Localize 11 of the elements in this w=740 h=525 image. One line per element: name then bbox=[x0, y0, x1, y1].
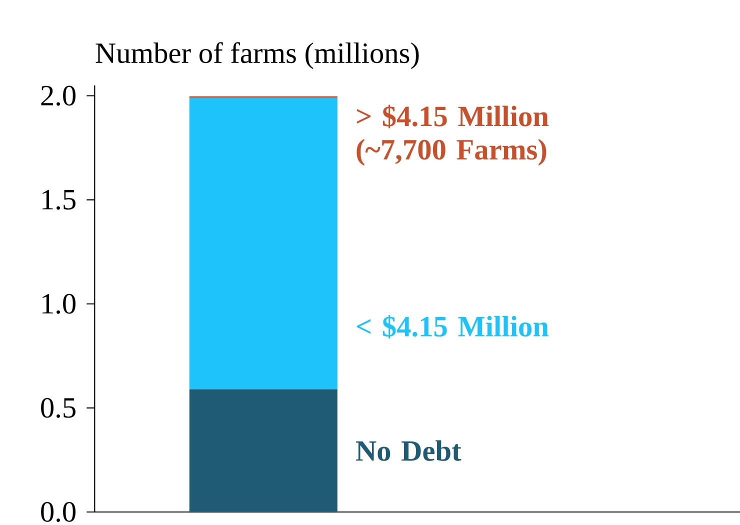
series-label: No Debt bbox=[356, 440, 462, 461]
y-tick-label: 0.5 bbox=[41, 398, 76, 418]
y-tick-label: 1.5 bbox=[42, 190, 76, 210]
series-label: < $4.15 Million bbox=[356, 314, 549, 338]
bar bbox=[189, 389, 338, 512]
bar bbox=[189, 98, 338, 390]
y-tick-label: 1.0 bbox=[42, 294, 76, 314]
series-label: > $4.15 Million (~7,700 Farms) bbox=[356, 104, 549, 166]
y-tick-label: 0.0 bbox=[41, 502, 76, 522]
y-axis-title: Number of farms (millions) bbox=[96, 42, 419, 69]
y-tick-label: 2.0 bbox=[41, 86, 76, 106]
